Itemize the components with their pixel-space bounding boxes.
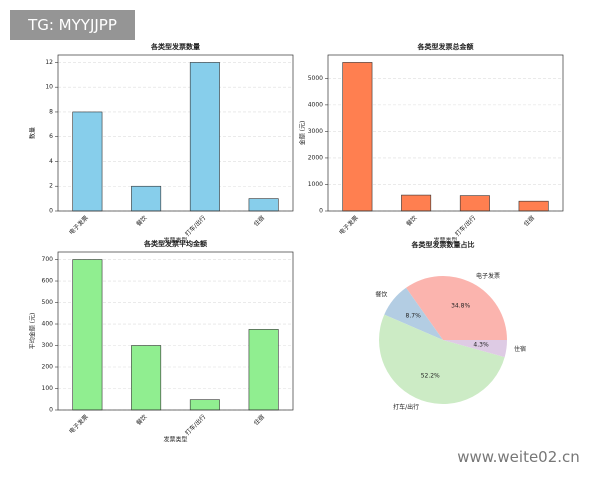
x-axis-label: 发票类型 bbox=[433, 237, 457, 245]
y-tick-label: 0 bbox=[319, 208, 323, 215]
bar bbox=[131, 345, 162, 411]
plot-frame bbox=[327, 54, 564, 212]
bar bbox=[72, 259, 103, 411]
x-tick-label: 餐饮 bbox=[404, 214, 418, 228]
y-tick-label: 4 bbox=[49, 158, 53, 165]
y-tick-label: 10 bbox=[45, 84, 53, 91]
slice-label: 餐饮 bbox=[375, 290, 387, 298]
plot-frame bbox=[57, 54, 294, 212]
x-tick-label: 打车/出行 bbox=[183, 413, 207, 437]
pie-slice bbox=[379, 314, 505, 405]
slice-value-label: 34.8% bbox=[451, 302, 470, 309]
y-tick-label: 100 bbox=[42, 385, 54, 392]
x-tick-label: 电子发票 bbox=[67, 413, 90, 436]
y-tick-label: 0 bbox=[49, 208, 53, 215]
x-tick-label: 住宿 bbox=[252, 214, 266, 228]
y-tick-label: 2 bbox=[49, 183, 53, 190]
plot-frame bbox=[57, 251, 294, 411]
chart-title: 各类型发票数量占比 bbox=[411, 240, 475, 249]
y-axis-label: 金额 (元) bbox=[299, 121, 307, 146]
watermark: TG: MYYJJPP bbox=[10, 10, 135, 40]
slice-label: 住宿 bbox=[514, 345, 526, 353]
pie-slice bbox=[384, 287, 443, 340]
y-tick-label: 12 bbox=[45, 59, 53, 66]
x-tick-label: 打车/出行 bbox=[183, 214, 207, 238]
x-tick-label: 住宿 bbox=[522, 214, 536, 228]
pie-slice bbox=[406, 276, 507, 340]
bar bbox=[131, 185, 162, 212]
y-tick-label: 4000 bbox=[308, 101, 323, 108]
chart-title: 各类型发票数量 bbox=[150, 42, 200, 51]
y-tick-label: 2000 bbox=[308, 154, 323, 161]
y-tick-label: 200 bbox=[42, 364, 54, 371]
watermark: www.weite02.cn bbox=[447, 442, 590, 472]
x-tick-label: 住宿 bbox=[252, 413, 266, 427]
bar bbox=[342, 62, 373, 212]
x-tick-label: 餐饮 bbox=[134, 413, 148, 427]
y-axis-label: 数量 bbox=[29, 127, 37, 139]
x-tick-label: 电子发票 bbox=[67, 214, 90, 237]
x-axis-label: 发票类型 bbox=[163, 237, 187, 245]
bar bbox=[189, 399, 220, 411]
slice-value-label: 4.3% bbox=[473, 342, 489, 349]
bar bbox=[248, 198, 279, 212]
y-axis-label: 平均金额 (元) bbox=[29, 313, 37, 350]
y-tick-label: 8 bbox=[49, 108, 53, 115]
chart-title: 各类型发票总金额 bbox=[417, 42, 474, 51]
bar bbox=[248, 329, 279, 411]
x-tick-label: 打车/出行 bbox=[453, 214, 477, 238]
y-tick-label: 500 bbox=[42, 299, 54, 306]
bar bbox=[518, 200, 549, 212]
y-tick-label: 400 bbox=[42, 321, 54, 328]
slice-label: 电子发票 bbox=[476, 272, 500, 280]
bar bbox=[401, 194, 432, 212]
y-tick-label: 3000 bbox=[308, 128, 323, 135]
pie-slice bbox=[443, 340, 507, 358]
chart-title: 各类型发票平均金额 bbox=[143, 239, 207, 248]
slice-value-label: 8.7% bbox=[406, 312, 422, 319]
y-tick-label: 300 bbox=[42, 342, 54, 349]
y-tick-label: 600 bbox=[42, 278, 54, 285]
x-tick-label: 餐饮 bbox=[134, 214, 148, 228]
bar bbox=[459, 195, 490, 212]
x-axis-label: 发票类型 bbox=[163, 436, 187, 444]
slice-value-label: 52.2% bbox=[421, 373, 440, 380]
y-tick-label: 700 bbox=[42, 256, 54, 263]
y-tick-label: 6 bbox=[49, 133, 53, 140]
slice-label: 打车/出行 bbox=[393, 403, 419, 411]
bar bbox=[189, 62, 220, 212]
y-tick-label: 5000 bbox=[308, 75, 323, 82]
y-tick-label: 1000 bbox=[308, 181, 323, 188]
x-tick-label: 电子发票 bbox=[337, 214, 360, 237]
y-tick-label: 0 bbox=[49, 407, 53, 414]
bar bbox=[72, 111, 103, 212]
